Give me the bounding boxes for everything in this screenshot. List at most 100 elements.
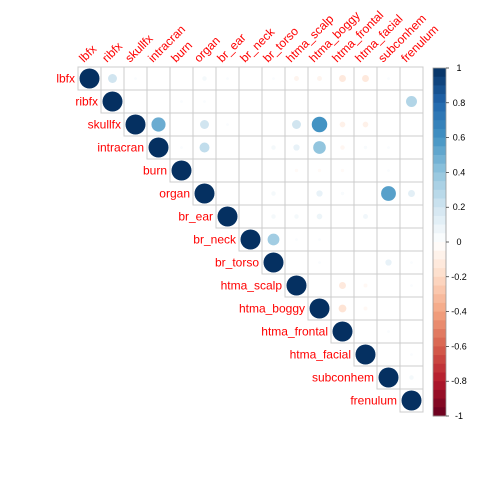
cell-skullfx-br_neck [238, 112, 263, 137]
corr-circle-subconhem-frenulum [409, 375, 414, 380]
column-labels: lbfx ribfxskullfxintracranburnorganbr_ear… [76, 8, 441, 65]
cell-htma_scalp-subconhem [376, 273, 401, 298]
colorbar-segment [433, 215, 446, 225]
corr-circle-intracran-htma_facial [363, 145, 368, 150]
colorbar-segment [433, 355, 446, 365]
colorbar-segment [433, 120, 446, 130]
corr-circle-br_torso-subconhem [385, 259, 392, 266]
colorbar-segment [433, 259, 446, 269]
row-label-organ: organ [159, 187, 190, 201]
corr-circle-burn-htma_frontal [340, 168, 345, 173]
cell-organ-htma_facial [353, 181, 378, 206]
corr-circle-lbfx-organ [202, 76, 207, 81]
corr-circle-ribfx-frenulum [406, 96, 417, 107]
colorbar-segment [433, 181, 446, 191]
colorbar-segment [433, 137, 446, 147]
cell-ribfx-htma_scalp [284, 89, 309, 114]
colorbar-segment [433, 172, 446, 182]
corr-circle-intracran-htma_boggy [313, 141, 326, 154]
cell-ribfx-br_neck [238, 89, 263, 114]
corr-circle-organ-htma_frontal [340, 191, 345, 196]
corr-circle-br_torso-htma_boggy [318, 261, 321, 264]
cell-lbfx-frenulum [399, 66, 424, 91]
corr-circle-intracran-organ [199, 142, 210, 153]
colorbar-segment [433, 320, 446, 330]
cell-burn-organ [192, 158, 217, 183]
corr-circle-br_neck-br_neck [240, 229, 261, 250]
colorbar-tick-label: -0.6 [451, 341, 467, 351]
row-label-ribfx: ribfx [75, 95, 98, 109]
corr-circle-lbfx-ribfx [108, 74, 117, 83]
corr-circle-skullfx-htma_boggy [311, 116, 328, 133]
colorbar-segment [433, 68, 446, 78]
colorbar-segment [433, 268, 446, 278]
cell-br_neck-frenulum [399, 227, 424, 252]
colorbar-segment [433, 346, 446, 356]
cell-lbfx-br_neck [238, 66, 263, 91]
colorbar-tick-label: 1 [456, 63, 461, 73]
cell-organ-htma_scalp [284, 181, 309, 206]
cell-htma_scalp-htma_boggy [307, 273, 332, 298]
corr-circle-br_ear-htma_scalp [294, 214, 299, 219]
corr-circle-organ-frenulum [408, 190, 415, 197]
corr-circle-htma_scalp-htma_facial [363, 283, 368, 288]
colorbar-tick-label: 0.8 [453, 98, 466, 108]
corr-circle-intracran-br_torso [271, 145, 276, 150]
cell-burn-htma_facial [353, 158, 378, 183]
colorbar-tick-label: 0.4 [453, 167, 466, 177]
colorbar-segment [433, 250, 446, 260]
colorbar-tick-label: -0.2 [451, 272, 467, 282]
cell-br_ear-frenulum [399, 204, 424, 229]
row-label-skullfx: skullfx [88, 118, 121, 132]
colorbar-segment [433, 207, 446, 217]
corr-circle-htma_facial-frenulum [410, 353, 413, 356]
colorbar-segment [433, 302, 446, 312]
cell-organ-br_ear [215, 181, 240, 206]
cell-br_ear-br_neck [238, 204, 263, 229]
corr-circle-br_torso-frenulum [410, 261, 413, 264]
col-label-ribfx: ribfx [99, 39, 125, 65]
cell-ribfx-br_ear [215, 89, 240, 114]
corr-circle-skullfx-htma_scalp [292, 120, 301, 129]
cell-br_neck-htma_facial [353, 227, 378, 252]
row-label-br_ear: br_ear [178, 210, 213, 224]
corr-circle-ribfx-burn [180, 100, 183, 103]
row-label-htma_boggy: htma_boggy [239, 302, 305, 316]
corr-circle-organ-subconhem [381, 186, 396, 201]
colorbar-segment [433, 398, 446, 408]
row-label-lbfx: lbfx [56, 72, 75, 86]
colorbar-segment [433, 363, 446, 373]
cell-htma_frontal-frenulum [399, 319, 424, 344]
row-label-subconhem: subconhem [312, 371, 374, 385]
corr-circle-subconhem-subconhem [378, 367, 399, 388]
colorbar: 1 0.8 0.6 0.4 0.2 0 -0.2 -0.4 -0.6 -0.8 -1 [432, 63, 467, 421]
colorbar-segment [433, 407, 446, 417]
colorbar-segment [433, 381, 446, 391]
cell-br_neck-subconhem [376, 227, 401, 252]
cell-burn-frenulum [399, 158, 424, 183]
cell-br_neck-htma_frontal [330, 227, 355, 252]
cell-burn-br_ear [215, 158, 240, 183]
colorbar-segment [433, 189, 446, 199]
colorbar-segment [433, 85, 446, 95]
cell-organ-br_neck [238, 181, 263, 206]
row-label-frenulum: frenulum [350, 394, 397, 408]
cell-skullfx-subconhem [376, 112, 401, 137]
colorbar-segment [433, 163, 446, 173]
cell-skullfx-burn [169, 112, 194, 137]
cell-ribfx-htma_boggy [307, 89, 332, 114]
corr-circle-burn-htma_boggy [317, 168, 322, 173]
corr-circle-burn-burn [171, 160, 192, 181]
cell-htma_facial-subconhem [376, 342, 401, 367]
corr-circle-lbfx-htma_facial [362, 75, 369, 82]
row-label-br_torso: br_torso [215, 256, 259, 270]
corr-circle-lbfx-skullfx [134, 77, 137, 80]
cell-htma_boggy-subconhem [376, 296, 401, 321]
cell-ribfx-htma_frontal [330, 89, 355, 114]
corr-circle-organ-organ [194, 183, 215, 204]
corr-circle-ribfx-ribfx [102, 91, 123, 112]
colorbar-segment [433, 311, 446, 321]
colorbar-tick-label: 0 [456, 237, 461, 247]
colorbar-segment [433, 76, 446, 86]
